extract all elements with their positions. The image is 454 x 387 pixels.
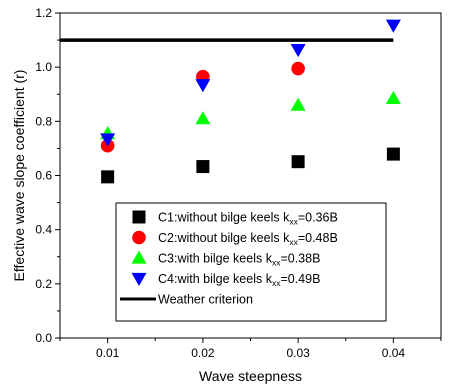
legend-label-weather-criterion: Weather criterion <box>158 293 253 307</box>
x-tick-label: 0.04 <box>382 346 406 360</box>
data-point-c4 <box>100 133 116 147</box>
legend-label-c4: C4:with bilge keels kxx=0.49B <box>158 272 320 288</box>
legend-label-c2: C2:without bilge keels kxx=0.48B <box>158 231 338 247</box>
y-tick-label: 0.2 <box>35 277 52 291</box>
y-tick-label: 1.2 <box>35 6 52 20</box>
legend-marker-c4 <box>131 272 147 286</box>
legend-box <box>115 202 387 322</box>
data-point-c1 <box>196 160 210 174</box>
legend-marker-c1 <box>132 210 146 224</box>
y-tick-label: 0.4 <box>35 223 52 237</box>
data-point-c1 <box>291 155 305 169</box>
x-tick-label: 0.02 <box>191 346 215 360</box>
y-axis-title: Effective wave slope coefficient (r) <box>11 70 27 282</box>
data-point-c4 <box>385 19 401 33</box>
data-point-c1 <box>101 170 115 184</box>
data-point-c4 <box>195 79 211 93</box>
data-point-c4 <box>290 43 306 58</box>
axis-ticks: 0.0 0.2 0.4 0.6 0.8 1.0 1.2 0.01 0.02 0.03 0.04 <box>35 6 442 360</box>
data-point-c1 <box>386 147 400 161</box>
data-point-c3 <box>195 111 211 125</box>
y-tick-label: 0.0 <box>35 331 52 345</box>
legend-marker-c2 <box>132 230 146 245</box>
data-point-c2 <box>291 61 305 76</box>
data-point-c3 <box>290 97 306 111</box>
legend-label-c3: C3:with bilge keels kxx=0.38B <box>158 252 320 268</box>
data-marks <box>100 19 401 184</box>
y-tick-label: 0.6 <box>35 169 52 183</box>
x-tick-label: 0.01 <box>96 346 120 360</box>
x-tick-label: 0.03 <box>286 346 310 360</box>
data-point-c3 <box>385 90 401 104</box>
y-tick-label: 1.0 <box>35 60 52 74</box>
x-axis-title: Wave steepness <box>199 368 302 384</box>
legend: C1:without bilge keels kxx=0.36B C2:witho… <box>115 202 387 322</box>
y-tick-label: 0.8 <box>35 114 52 128</box>
legend-marker-c3 <box>131 250 147 264</box>
legend-label-c1: C1:without bilge keels kxx=0.36B <box>158 211 338 227</box>
